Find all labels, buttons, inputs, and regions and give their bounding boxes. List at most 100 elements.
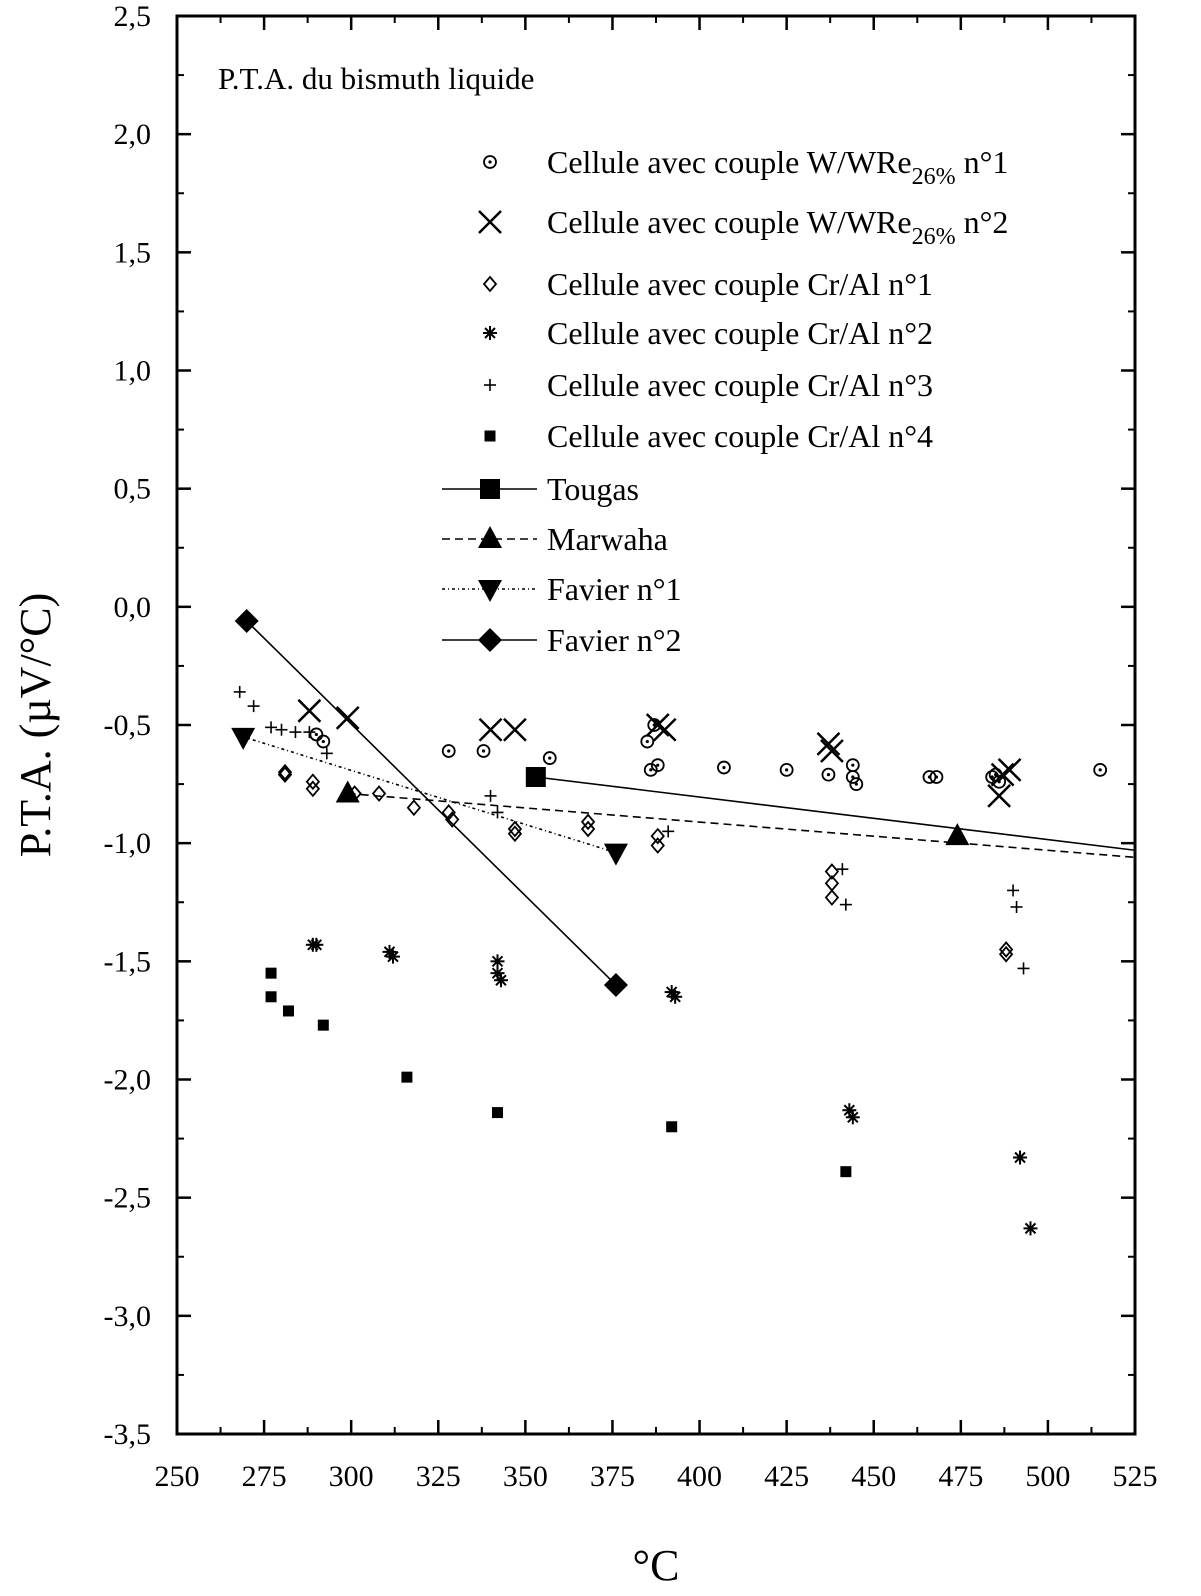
data-point-series-4	[839, 898, 852, 911]
data-point-series-9	[234, 609, 259, 634]
data-point-series-1	[645, 713, 670, 737]
data-point-series-0	[476, 744, 491, 758]
legend-label: Tougas	[547, 471, 639, 507]
data-point-series-4	[836, 863, 849, 876]
legend-label: Marwaha	[547, 521, 668, 557]
legend: Cellule avec couple W/WRe26% n°1Cellule …	[442, 144, 1008, 658]
x-tick-label: 350	[503, 1460, 548, 1493]
y-tick-label: 2,5	[114, 0, 152, 33]
y-tick-label: -1,5	[104, 945, 152, 978]
legend-marker	[478, 210, 502, 234]
data-point-series-2	[305, 780, 321, 798]
y-tick-label: -1,0	[104, 827, 152, 860]
data-point-series-0	[650, 758, 665, 773]
ticks-layer: 250 275 300 325 350 375 400 425 450 475 500 525 2,5 2…	[104, 0, 1158, 1493]
x-axis-title: °C	[633, 1541, 680, 1590]
fit-line-7	[347, 792, 1136, 859]
data-point-series-4	[303, 726, 316, 739]
y-tick-label: 0,5	[114, 473, 152, 506]
data-point-series-0	[821, 767, 836, 782]
data-point-series-2	[507, 820, 523, 838]
data-point-series-0	[779, 763, 794, 777]
data-point-series-7	[335, 780, 360, 803]
data-point-series-1	[816, 732, 841, 756]
legend-label: Favier n°1	[547, 571, 682, 607]
data-point-series-2	[305, 773, 321, 791]
y-tick-label: -2,5	[104, 1182, 152, 1215]
data-point-series-4	[491, 806, 504, 819]
x-tick-label: 375	[590, 1460, 635, 1493]
legend-entry: Cellule avec couple Cr/Al n°1	[482, 266, 933, 302]
legend-label: Favier n°2	[547, 622, 682, 658]
data-point-series-2	[406, 799, 422, 817]
legend-label: Cellule avec couple Cr/Al n°3	[547, 367, 933, 403]
data-point-series-3	[493, 973, 508, 988]
data-point-series-4	[275, 723, 288, 736]
legend-marker	[478, 580, 502, 602]
data-point-series-3	[490, 954, 505, 969]
legend-entry: Cellule avec couple Cr/Al n°3	[484, 367, 933, 403]
y-tick-label: 2,0	[114, 118, 152, 151]
data-point-series-2	[277, 763, 293, 781]
data-point-series-0	[929, 770, 944, 784]
legend-marker	[484, 430, 496, 442]
legend-label: Cellule avec couple Cr/Al n°4	[547, 418, 933, 454]
x-tick-label: 325	[416, 1460, 461, 1493]
x-tick-label: 275	[242, 1460, 287, 1493]
data-point-series-2	[650, 837, 665, 854]
fit-line-9	[246, 620, 617, 986]
data-point-series-1	[503, 717, 527, 742]
legend-entry: Marwaha	[442, 521, 668, 557]
y-tick-label: -2,0	[104, 1064, 152, 1097]
legend-label-main: Cellule avec couple W/WRe	[547, 144, 912, 180]
data-point-series-1	[990, 762, 1015, 787]
data-point-series-1	[297, 698, 322, 723]
legend-marker	[478, 628, 502, 652]
data-point-series-0	[441, 744, 456, 758]
data-point-series-1	[335, 706, 360, 730]
data-point-series-4	[1007, 884, 1020, 897]
data-point-series-9	[603, 972, 628, 997]
y-tick-label: -0,5	[104, 709, 152, 742]
data-point-series-8	[603, 843, 628, 866]
x-tick-label: 450	[851, 1460, 896, 1493]
legend-marker	[478, 526, 502, 548]
data-point-series-0	[643, 763, 658, 777]
data-point-series-3	[668, 989, 683, 1004]
legend-marker	[480, 479, 500, 499]
y-tick-label: 1,5	[114, 236, 152, 269]
data-point-series-3	[385, 949, 400, 964]
y-axis-title: P.T.A. (µV/°C)	[11, 593, 60, 858]
data-point-series-2	[441, 804, 456, 821]
data-point-series-5	[265, 991, 277, 1003]
legend-marker	[484, 379, 496, 391]
legend-entry: Cellule avec couple W/WRe26% n°1	[483, 144, 1008, 190]
data-point-series-4	[320, 747, 333, 760]
legend-entry: Cellule avec couple W/WRe26% n°2	[478, 204, 1008, 250]
y-tick-label: -3,5	[104, 1418, 152, 1451]
data-point-series-0	[849, 777, 864, 791]
data-point-series-2	[650, 827, 665, 845]
legend-label-main: Cellule avec couple W/WRe	[547, 204, 912, 240]
data-point-series-1	[997, 758, 1022, 782]
data-point-series-5	[401, 1071, 413, 1083]
x-tick-label: 525	[1113, 1460, 1158, 1493]
data-point-series-0	[542, 751, 557, 765]
data-point-series-2	[998, 941, 1014, 958]
legend-marker	[483, 155, 497, 169]
legend-entry: Cellule avec couple Cr/Al n°4	[484, 418, 933, 454]
data-point-series-4	[247, 700, 260, 713]
data-point-series-5	[317, 1019, 329, 1031]
legend-label: Cellule avec couple W/WRe26% n°1	[547, 144, 1008, 190]
data-point-series-1	[987, 784, 1012, 808]
data-point-series-4	[1010, 900, 1023, 913]
fit-line-6	[535, 776, 1136, 852]
legend-label: Cellule avec couple W/WRe26% n°2	[547, 204, 1008, 250]
data-point-series-7	[945, 823, 970, 846]
data-point-series-0	[1093, 763, 1108, 777]
x-tick-label: 300	[329, 1460, 374, 1493]
y-tick-label: 0,0	[114, 591, 152, 624]
legend-marker	[482, 275, 498, 293]
x-tick-label: 250	[155, 1460, 200, 1493]
